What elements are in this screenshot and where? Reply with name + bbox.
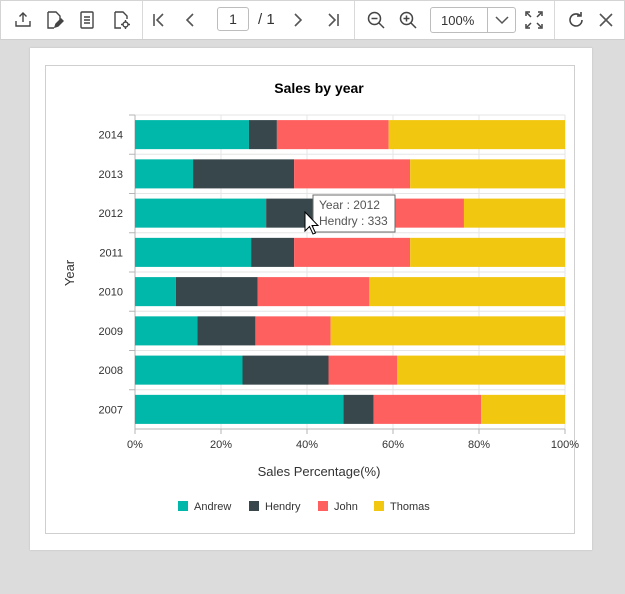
report-page: Sales by year 2007 2008 2009 2010 2011 2012 20… — [30, 48, 592, 550]
bar-segment-john-2009[interactable] — [255, 316, 331, 346]
y-axis-label: Year — [62, 259, 77, 286]
zoom-out-icon[interactable] — [363, 7, 389, 33]
chart-title: Sales by year — [274, 80, 364, 96]
tooltip-line-2: Hendry : 333 — [319, 214, 388, 228]
bar-segment-thomas-2008[interactable] — [397, 355, 565, 385]
chart-frame — [45, 65, 575, 534]
zoom-in-icon[interactable] — [395, 7, 421, 33]
mouse-cursor-icon — [304, 210, 320, 235]
zoom-select[interactable]: 100% — [430, 7, 516, 33]
bar-segment-andrew-2011[interactable] — [135, 237, 252, 267]
document-icon[interactable] — [74, 7, 100, 33]
bar-segment-hendry-2008[interactable] — [242, 355, 329, 385]
viewer-toolbar: 1 / 1 100% — [0, 0, 625, 40]
legend-label: Thomas — [390, 501, 430, 513]
bar-segment-john-2011[interactable] — [294, 237, 411, 267]
zoom-divider — [487, 8, 488, 32]
edit-annotation-icon[interactable] — [41, 7, 67, 33]
y-tick-label: 2013 — [99, 169, 123, 181]
fit-page-icon[interactable] — [521, 7, 547, 33]
bar-segment-hendry-2011[interactable] — [251, 237, 295, 267]
document-settings-icon[interactable] — [108, 7, 134, 33]
bar-segment-hendry-2007[interactable] — [343, 394, 374, 424]
bar-segment-thomas-2010[interactable] — [369, 277, 565, 307]
bar-segment-andrew-2014[interactable] — [135, 120, 249, 150]
bar-segment-john-2008[interactable] — [328, 355, 398, 385]
bar-segment-john-2013[interactable] — [294, 159, 411, 189]
toolbar-separator — [142, 1, 143, 39]
bar-segment-john-2014[interactable] — [276, 120, 389, 150]
tooltip-line-1: Year : 2012 — [319, 198, 380, 212]
bar-segment-hendry-2014[interactable] — [248, 120, 277, 150]
bar-segment-hendry-2009[interactable] — [197, 316, 256, 346]
legend-swatch — [318, 501, 328, 511]
bar-segment-thomas-2011[interactable] — [410, 237, 565, 267]
page-number-input[interactable]: 1 — [217, 7, 249, 31]
x-axis-label: Sales Percentage(%) — [258, 464, 381, 479]
refresh-icon[interactable] — [563, 7, 589, 33]
zoom-value: 100% — [441, 13, 475, 28]
stacked-bar-chart: Sales by year 2007 2008 2009 2010 2011 2012 20… — [62, 80, 579, 513]
legend-label: Hendry — [265, 501, 301, 513]
x-tick-label: 40% — [296, 439, 318, 451]
export-icon[interactable] — [10, 7, 36, 33]
y-tick-label: 2011 — [99, 247, 123, 259]
y-tick-label: 2012 — [99, 208, 123, 220]
bar-segment-andrew-2012[interactable] — [135, 198, 267, 228]
bar-segment-thomas-2013[interactable] — [410, 159, 565, 189]
first-page-icon[interactable] — [146, 7, 172, 33]
previous-page-icon[interactable] — [177, 7, 203, 33]
bar-segment-thomas-2007[interactable] — [481, 394, 565, 424]
bar-segment-thomas-2014[interactable] — [388, 120, 565, 150]
x-tick-label: 20% — [210, 439, 232, 451]
toolbar-separator — [354, 1, 355, 39]
close-icon[interactable] — [593, 7, 619, 33]
last-page-icon[interactable] — [320, 7, 346, 33]
bar-segment-andrew-2009[interactable] — [135, 316, 198, 346]
legend-swatch — [374, 501, 384, 511]
legend-label: Andrew — [194, 501, 231, 513]
chart-tooltip: Year : 2012 Hendry : 333 — [312, 194, 396, 233]
y-tick-label: 2009 — [99, 326, 123, 338]
bar-segment-john-2007[interactable] — [373, 394, 482, 424]
x-tick-label: 0% — [127, 439, 143, 451]
legend-label: John — [334, 501, 358, 513]
x-tick-label: 100% — [551, 439, 579, 451]
y-tick-label: 2010 — [99, 287, 123, 299]
bar-segment-andrew-2008[interactable] — [135, 355, 243, 385]
bar-segment-andrew-2010[interactable] — [135, 277, 176, 307]
page-total-label: / 1 — [258, 11, 275, 28]
bar-segment-andrew-2013[interactable] — [135, 159, 194, 189]
y-tick-label: 2007 — [99, 404, 123, 416]
legend-item-andrew[interactable]: Andrew — [178, 501, 231, 513]
legend-swatch — [249, 501, 259, 511]
bar-segment-andrew-2007[interactable] — [135, 394, 344, 424]
legend-item-john[interactable]: John — [318, 501, 358, 513]
bar-segment-thomas-2009[interactable] — [330, 316, 565, 346]
y-tick-label: 2008 — [99, 365, 123, 377]
toolbar-separator — [554, 1, 555, 39]
x-tick-label: 60% — [382, 439, 404, 451]
bar-segment-thomas-2012[interactable] — [463, 198, 565, 228]
bar-segment-hendry-2013[interactable] — [193, 159, 295, 189]
legend-item-thomas[interactable]: Thomas — [374, 501, 430, 513]
bar-segment-john-2010[interactable] — [257, 277, 370, 307]
next-page-icon[interactable] — [285, 7, 311, 33]
legend-swatch — [178, 501, 188, 511]
legend-item-hendry[interactable]: Hendry — [249, 501, 301, 513]
bar-segment-hendry-2010[interactable] — [175, 277, 258, 307]
x-tick-label: 80% — [468, 439, 490, 451]
chevron-down-icon[interactable] — [491, 10, 513, 30]
y-tick-label: 2014 — [99, 130, 123, 142]
